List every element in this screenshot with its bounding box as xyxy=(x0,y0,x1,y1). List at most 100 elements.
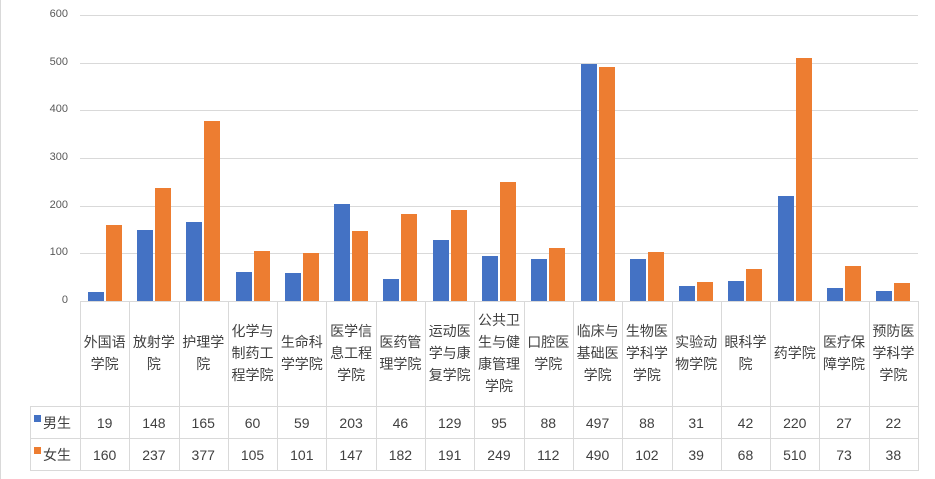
gridline xyxy=(80,63,918,64)
table-value-cell: 203 xyxy=(326,407,377,439)
table-value-cell: 129 xyxy=(425,407,476,439)
table-value-cell: 22 xyxy=(868,407,919,439)
x-axis-tick xyxy=(129,301,130,307)
bar-male xyxy=(827,288,844,301)
category-header: 化学与 制药工 程学院 xyxy=(227,301,279,407)
y-axis-tick-label: 200 xyxy=(49,199,68,211)
table-value-cell: 105 xyxy=(227,439,279,471)
category-label: 医学信 息工程 学院 xyxy=(330,323,373,384)
x-axis-tick xyxy=(326,301,327,307)
y-axis-tick-label: 500 xyxy=(49,56,68,68)
category-header: 公共卫 生与健 康管理 学院 xyxy=(474,301,525,407)
category-label: 外国语 学院 xyxy=(83,334,126,373)
table-value-cell: 88 xyxy=(523,407,574,439)
x-axis-tick xyxy=(721,301,722,307)
bar-female xyxy=(746,268,763,301)
bar-female xyxy=(401,214,418,301)
bar-male xyxy=(136,230,153,301)
gridline xyxy=(80,253,918,254)
x-axis-tick xyxy=(474,301,475,307)
table-left-border xyxy=(30,407,31,471)
bar-male xyxy=(482,255,498,301)
table-value-cell: 31 xyxy=(671,407,722,439)
table-value-cell: 46 xyxy=(375,407,427,439)
category-label: 生命科 学学院 xyxy=(280,334,323,373)
bar-female xyxy=(105,224,122,301)
bar-male xyxy=(87,291,104,301)
x-axis-tick xyxy=(179,301,180,307)
table-value-cell: 148 xyxy=(129,407,180,439)
x-axis-tick xyxy=(770,301,771,307)
table-value-cell: 19 xyxy=(80,407,131,439)
category-header: 实验动 物学院 xyxy=(671,301,722,407)
category-label: 医疗保 障学院 xyxy=(823,334,866,373)
gridline xyxy=(80,110,918,111)
x-axis-tick xyxy=(819,301,820,307)
table-value-cell: 220 xyxy=(770,407,821,439)
table-value-cell: 191 xyxy=(425,439,476,471)
category-label: 眼科学院 xyxy=(724,334,767,373)
x-axis-line xyxy=(80,301,919,302)
x-axis-tick xyxy=(228,301,229,307)
x-axis-tick xyxy=(573,301,574,307)
category-label: 公共卫 生与健 康管理 学院 xyxy=(477,312,520,395)
bar-female xyxy=(697,282,714,301)
category-header: 外国语 学院 xyxy=(80,301,131,407)
bar-female xyxy=(253,250,270,301)
category-header: 眼科学院 xyxy=(720,301,772,407)
category-header: 放射学院 xyxy=(129,301,180,407)
bar-male xyxy=(728,280,745,301)
category-header: 医疗保 障学院 xyxy=(819,301,870,407)
x-axis-tick xyxy=(869,301,870,307)
bar-male xyxy=(284,272,301,301)
category-header: 护理学院 xyxy=(178,301,229,407)
gridline xyxy=(80,15,918,16)
x-axis-tick xyxy=(622,301,623,307)
x-axis-tick xyxy=(376,301,377,307)
category-label: 放射学院 xyxy=(132,334,175,373)
bar-female xyxy=(204,121,221,301)
legend-label: 男生 xyxy=(43,415,71,432)
y-axis-tick-label: 300 xyxy=(49,151,68,163)
x-axis-tick xyxy=(672,301,673,307)
table-value-cell: 95 xyxy=(474,407,525,439)
category-header: 运动医 学与康 复学院 xyxy=(425,301,476,407)
table-value-cell: 68 xyxy=(720,439,772,471)
x-axis-tick xyxy=(80,301,81,307)
category-label: 生物医 学科学 学院 xyxy=(625,323,668,384)
gridline xyxy=(80,158,918,159)
bar-female xyxy=(549,247,566,301)
category-header: 医药管 理学院 xyxy=(375,301,427,407)
gridline xyxy=(80,206,918,207)
table-value-cell: 102 xyxy=(622,439,673,471)
bar-male xyxy=(580,64,597,301)
table-value-cell: 60 xyxy=(227,407,279,439)
category-label: 运动医 学与康 复学院 xyxy=(428,323,471,384)
table-value-cell: 497 xyxy=(572,407,624,439)
x-axis-tick xyxy=(277,301,278,307)
bar-male xyxy=(777,196,794,301)
category-label: 预防医 学科学 学院 xyxy=(872,323,915,384)
bar-male xyxy=(876,290,893,301)
bar-female xyxy=(302,252,319,301)
table-value-cell: 165 xyxy=(178,407,229,439)
bar-female xyxy=(795,57,812,301)
y-axis-tick-label: 400 xyxy=(49,103,68,115)
category-label: 护理学院 xyxy=(182,334,225,373)
bar-female xyxy=(352,230,369,301)
bar-female xyxy=(647,252,664,301)
table-value-cell: 112 xyxy=(523,439,574,471)
y-axis-tick-label: 100 xyxy=(49,246,68,258)
bar-male xyxy=(334,204,351,301)
table-left-border xyxy=(80,301,81,407)
table-value-cell: 42 xyxy=(720,407,772,439)
legend-key-female: 女生 xyxy=(30,439,81,471)
category-header: 生物医 学科学 学院 xyxy=(622,301,673,407)
legend-label: 女生 xyxy=(43,447,71,464)
bar-male xyxy=(629,259,646,301)
category-header: 生命科 学学院 xyxy=(277,301,328,407)
x-axis-tick xyxy=(524,301,525,307)
bar-female xyxy=(500,182,516,301)
table-value-cell: 160 xyxy=(80,439,131,471)
category-label: 临床与 基础医 学院 xyxy=(576,323,619,384)
